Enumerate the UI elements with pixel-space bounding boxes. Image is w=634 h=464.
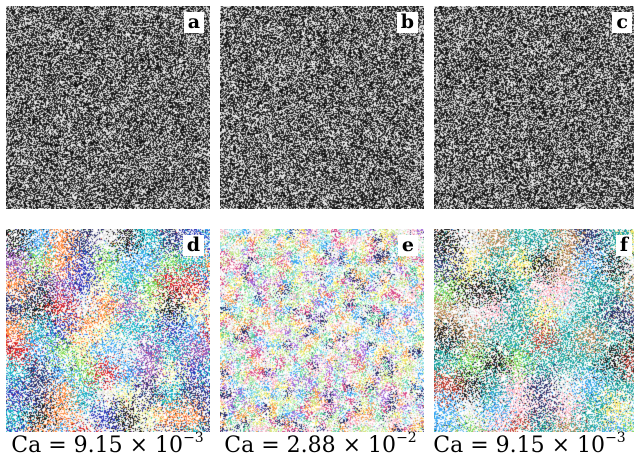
color-cluster-image — [6, 229, 210, 432]
caption-exponent: −3 — [183, 430, 204, 446]
caption-exponent: −3 — [605, 430, 626, 446]
color-cluster-image — [220, 229, 424, 432]
panel-label: b — [396, 12, 418, 33]
panel-a: a — [6, 6, 210, 209]
panel-label: a — [183, 12, 204, 33]
caption-middle: Ca = 2.88 × 10−2 — [215, 430, 426, 458]
gray-texture-image — [434, 6, 634, 209]
caption-text: Ca = 9.15 × 10 — [11, 433, 184, 458]
caption-text: Ca = 2.88 × 10 — [224, 433, 397, 458]
panel-label: f — [615, 235, 632, 256]
panel-d: d — [6, 229, 210, 432]
panel-e: e — [220, 229, 424, 432]
color-cluster-image — [434, 229, 634, 432]
caption-left: Ca = 9.15 × 10−3 — [2, 430, 213, 458]
panel-c: c — [434, 6, 634, 209]
panel-label: e — [397, 235, 418, 256]
panel-label: c — [612, 12, 632, 33]
panel-b: b — [220, 6, 424, 209]
panel-label: d — [182, 235, 204, 256]
panel-f: f — [434, 229, 634, 432]
caption-text: Ca = 9.15 × 10 — [433, 433, 606, 458]
caption-exponent: −2 — [396, 430, 417, 446]
gray-texture-image — [6, 6, 210, 209]
gray-texture-image — [220, 6, 424, 209]
caption-right: Ca = 9.15 × 10−3 — [424, 430, 634, 458]
